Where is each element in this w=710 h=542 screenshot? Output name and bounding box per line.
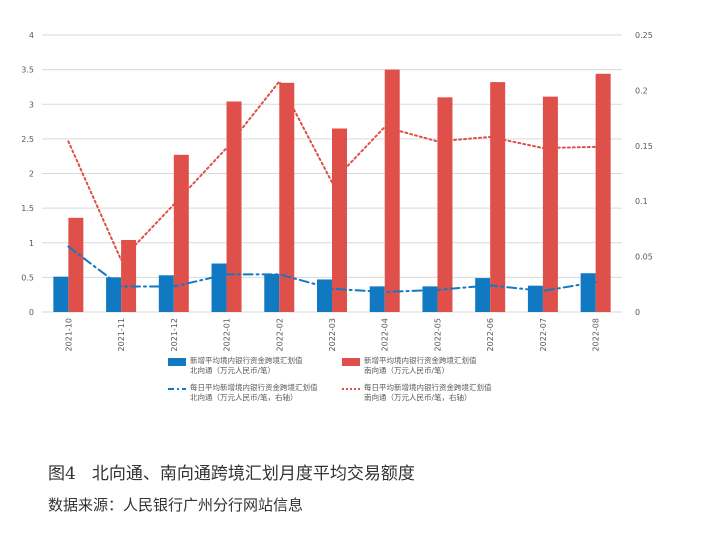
left-tick-label: 4 [29, 31, 34, 40]
bar-southbound [226, 101, 242, 312]
x-tick-label: 2022-04 [381, 318, 390, 351]
legend-label-line2: 南向通（万元人民币/笔，右轴） [364, 392, 472, 402]
bar-southbound [332, 128, 347, 312]
bar-northbound [369, 286, 385, 312]
left-tick-label: 0 [29, 308, 34, 317]
figure-title: 图4 北向通、南向通跨境汇划月度平均交易额度 [48, 459, 415, 484]
x-tick-label: 2021-12 [170, 318, 179, 351]
legend-swatch [168, 358, 186, 366]
legend: 新增平均境内银行资金跨境汇划值北向通（万元人民币/笔）新增平均境内银行资金跨境汇… [168, 355, 492, 402]
right-axis-ticks: 0 0.05 0.1 0.15 0.2 0.25 [635, 31, 653, 317]
legend-label-line2: 南向通（万元人民币/笔） [364, 365, 449, 375]
left-tick-label: 3.5 [21, 66, 34, 75]
x-tick-label: 2021-11 [117, 318, 126, 351]
chart-title: 北向通、南向通跨境汇划月度平均交易额度 [91, 464, 415, 484]
bars [53, 69, 611, 312]
bar-southbound [121, 239, 137, 312]
chart: 0 0.5 1 1.5 2 2.5 3 3.5 4 0 0.05 0.1 0.15 0.2 0.25 20… [21, 31, 653, 402]
x-tick-label: 2022-05 [433, 318, 442, 351]
line-northbound-daily [67, 245, 597, 294]
left-tick-label: 2 [29, 170, 34, 179]
right-tick-label: 0.25 [635, 31, 653, 40]
bar-southbound [542, 96, 558, 312]
left-tick-label: 1.5 [21, 204, 34, 213]
right-tick-label: 0 [635, 308, 640, 317]
x-tick-label: 2022-07 [539, 318, 548, 351]
bar-northbound [527, 285, 543, 312]
bar-northbound [422, 286, 438, 312]
left-axis-ticks: 0 0.5 1 1.5 2 2.5 3 3.5 4 [21, 31, 34, 317]
x-tick-label: 2022-06 [486, 318, 495, 351]
bar-northbound [106, 277, 122, 312]
bar-southbound [595, 73, 611, 312]
bar-southbound [279, 82, 295, 312]
bar-southbound [437, 97, 453, 312]
line-southbound-daily [67, 79, 597, 262]
figure-label: 图4 [48, 464, 76, 484]
right-tick-label: 0.15 [635, 142, 653, 151]
legend-label-line2: 北向通（万元人民币/笔） [190, 365, 275, 375]
left-tick-label: 2.5 [21, 135, 34, 144]
x-tick-label: 2022-02 [275, 318, 284, 351]
bar-southbound [68, 217, 84, 312]
legend-label: 新增平均境内银行资金跨境汇划值 [364, 355, 477, 365]
legend-label: 新增平均境内银行资金跨境汇划值 [190, 355, 303, 365]
bar-northbound [580, 273, 596, 312]
bar-southbound [173, 154, 189, 312]
bar-northbound [53, 276, 69, 312]
bar-northbound [317, 279, 332, 312]
left-tick-label: 3 [29, 100, 34, 109]
right-tick-label: 0.1 [635, 197, 648, 206]
legend-label: 每日平均新增境内银行资金跨境汇划值 [364, 382, 492, 392]
x-tick-label: 2021-10 [64, 318, 73, 351]
x-axis-ticks: 2021-10 2021-11 2021-12 2022-01 2022-02 2022-… [64, 318, 600, 351]
x-tick-label: 2022-01 [223, 318, 232, 351]
legend-label-line2: 北向通（万元人民币/笔，右轴） [190, 392, 298, 402]
right-tick-label: 0.2 [635, 86, 648, 95]
left-tick-label: 0.5 [21, 273, 34, 282]
right-tick-label: 0.05 [635, 253, 653, 262]
legend-swatch [342, 358, 360, 366]
bar-southbound [490, 82, 506, 312]
bar-northbound [211, 263, 227, 312]
left-tick-label: 1 [29, 239, 34, 248]
bar-northbound [475, 278, 491, 312]
bar-northbound [158, 275, 174, 312]
lines [67, 79, 597, 294]
legend-label: 每日平均新增境内银行资金跨境汇划值 [190, 382, 318, 392]
figure-source: 数据来源：人民银行广州分行网站信息 [48, 496, 304, 514]
x-tick-label: 2022-03 [328, 318, 337, 351]
x-tick-label: 2022-08 [592, 318, 601, 351]
bar-southbound [384, 69, 400, 312]
bar-northbound [264, 273, 280, 312]
